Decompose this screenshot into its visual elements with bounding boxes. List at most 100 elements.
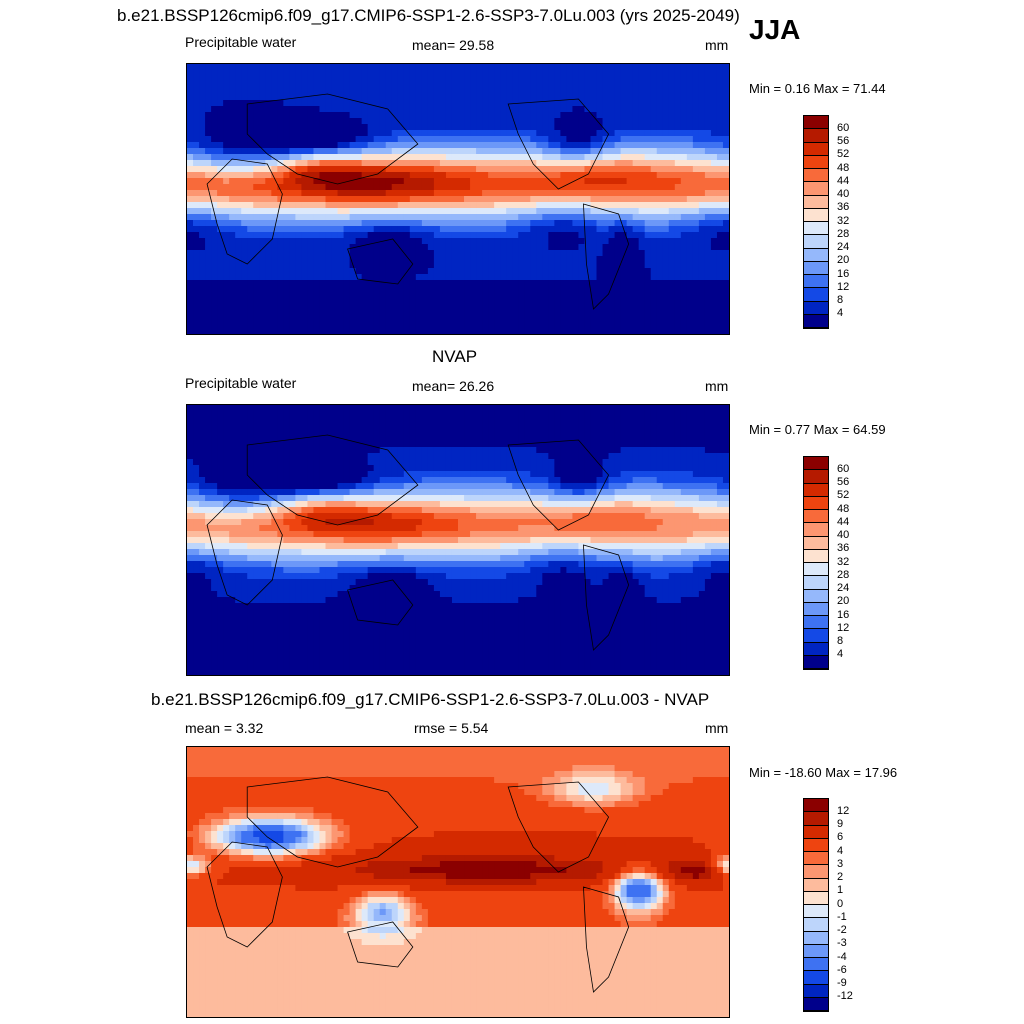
field-cell [235,435,242,442]
field-cell [536,136,543,143]
field-cell [716,423,724,430]
colorbar-tick-label: 32 [837,214,850,227]
field-cell [590,328,598,334]
field-cell [584,64,592,71]
field-cell [397,190,405,197]
field-cell [343,453,351,460]
field-cell [488,447,495,454]
field-cell [277,130,284,137]
field-cell [608,70,616,77]
field-cell [704,130,712,137]
field-cell [259,280,266,287]
field-cell [584,435,592,442]
field-cell [530,238,537,245]
field-cell [271,268,278,275]
field-cell [716,76,724,83]
field-cell [548,106,555,113]
field-cell [686,184,694,191]
field-cell [397,298,405,305]
field-cell [229,274,236,281]
field-cell [301,220,309,227]
field-cell [259,268,266,275]
field-cell [355,160,363,167]
field-cell [632,250,640,257]
field-cell [211,208,218,215]
field-cell [572,190,580,197]
field-cell [325,232,333,239]
field-cell [500,136,507,143]
field-cell [445,76,453,83]
field-cell [313,112,321,119]
field-cell [650,196,658,203]
field-cell [373,208,381,215]
field-cell [235,64,242,71]
field-cell [349,238,357,245]
field-cell [644,196,652,203]
field-cell [506,100,513,107]
field-cell [337,142,345,149]
field-cell [397,238,405,245]
field-cell [223,76,230,83]
field-cell [530,106,537,113]
field-cell [626,459,634,466]
field-cell [620,130,628,137]
field-cell [722,268,729,275]
field-cell [403,166,411,173]
field-cell [259,453,266,460]
field-cell [355,238,363,245]
field-cell [626,148,634,155]
field-cell [698,88,706,95]
field-cell [199,214,206,221]
field-cell [193,112,200,119]
field-cell [343,310,351,317]
field-cell [427,447,435,454]
field-cell [656,328,664,334]
field-cell [421,190,429,197]
field-cell [343,214,351,221]
field-cell [427,136,435,143]
field-cell [265,100,272,107]
field-cell [445,244,453,251]
field-cell [560,411,568,418]
field-cell [217,435,224,442]
field-cell [686,429,694,436]
field-cell [548,322,555,329]
field-cell [301,130,309,137]
field-cell [692,70,700,77]
field-cell [415,411,423,418]
field-cell [259,76,266,83]
field-cell [494,262,501,269]
field-cell [391,274,399,281]
field-cell [500,256,507,263]
field-cell [415,64,423,71]
field-cell [433,453,441,460]
field-cell [313,166,321,173]
field-cell [596,244,604,251]
field-cell [253,423,260,430]
field-cell [187,70,194,77]
field-cell [379,310,387,317]
field-cell [331,268,339,275]
field-cell [319,256,327,263]
field-cell [373,190,381,197]
field-cell [596,280,604,287]
field-cell [385,453,393,460]
field-cell [241,459,248,466]
field-cell [458,286,465,293]
field-cell [259,70,266,77]
field-cell [566,304,574,311]
field-cell [482,112,489,119]
field-cell [686,160,694,167]
field-cell [265,250,272,257]
field-cell [445,262,453,269]
field-cell [307,106,315,113]
field-cell [704,322,712,329]
field-cell [716,435,724,442]
field-cell [572,292,580,299]
field-cell [470,238,477,245]
field-cell [205,202,212,209]
field-cell [674,142,682,149]
field-cell [608,298,616,305]
field-cell [464,435,471,442]
field-cell [187,304,194,311]
